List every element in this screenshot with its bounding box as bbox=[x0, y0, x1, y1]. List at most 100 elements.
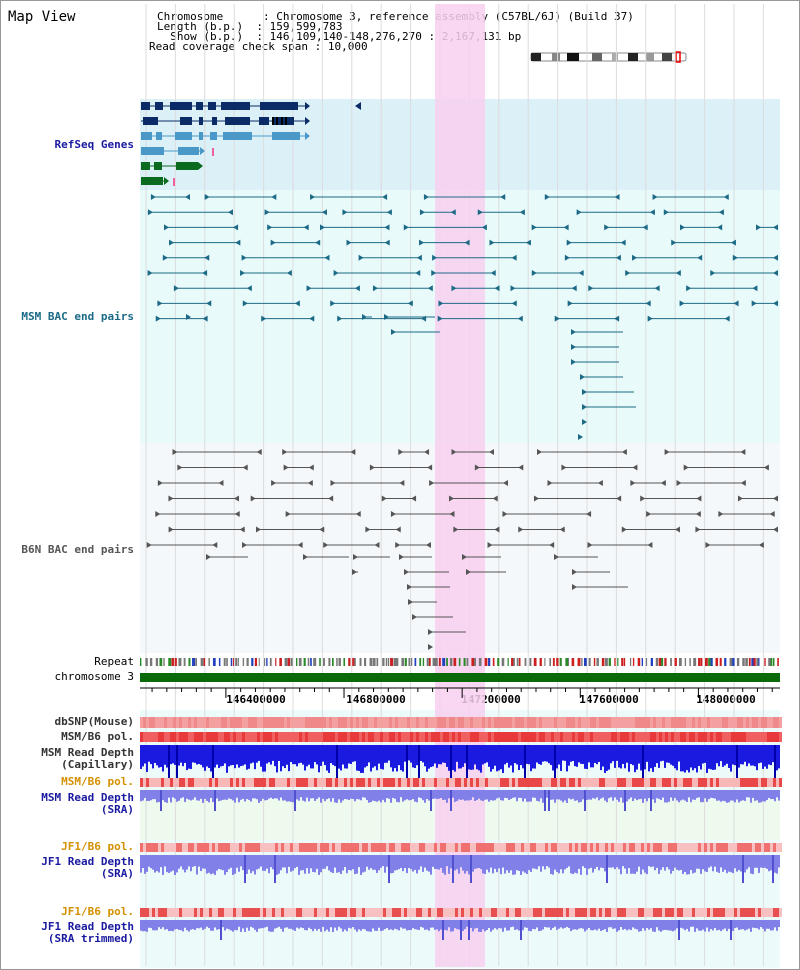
repeat-element bbox=[629, 658, 632, 666]
repeat-element bbox=[218, 658, 221, 666]
repeat-element bbox=[684, 658, 687, 666]
repeat-element bbox=[661, 658, 664, 666]
repeat-element bbox=[758, 658, 760, 666]
b6n-bac-pair bbox=[487, 542, 555, 548]
msm-bac-pair bbox=[663, 209, 724, 216]
bac-end-marker bbox=[294, 300, 300, 307]
b6n-bac-pair bbox=[157, 480, 224, 486]
b6n-bac-pair bbox=[547, 480, 603, 486]
bac-end-marker bbox=[415, 270, 421, 276]
bac-end-marker bbox=[206, 300, 212, 307]
track-label-jf1-b6-pol-1[interactable]: JF1/B6 pol. bbox=[61, 840, 134, 853]
bac-end-marker bbox=[597, 480, 603, 486]
repeat-element bbox=[596, 658, 599, 666]
bac-end-marker bbox=[683, 464, 689, 471]
track-label-msm-read-depth-capillary[interactable]: MSM Read Depth (Capillary) bbox=[41, 746, 134, 771]
track-label-msm-read-depth-sra[interactable]: MSM Read Depth (SRA) bbox=[41, 791, 134, 816]
b6n-bac-pair bbox=[146, 542, 218, 548]
b6n-bac-pair bbox=[621, 526, 680, 533]
bac-end-marker bbox=[588, 285, 594, 292]
bac-end-marker bbox=[675, 270, 681, 276]
bac-end-marker bbox=[350, 449, 356, 455]
b6n-bac-pair bbox=[407, 584, 450, 590]
exon bbox=[199, 117, 203, 125]
exon bbox=[175, 132, 192, 140]
repeat-element bbox=[359, 658, 362, 666]
bac-end-marker bbox=[549, 542, 555, 548]
exon bbox=[156, 132, 162, 140]
msm-bac-pair bbox=[267, 224, 309, 231]
msm-bac-pair bbox=[330, 300, 413, 307]
repeat-element bbox=[458, 658, 461, 666]
exon bbox=[155, 102, 163, 110]
bac-end-marker bbox=[582, 419, 587, 425]
track-label-msm-bac[interactable]: MSM BAC end pairs bbox=[21, 310, 134, 323]
repeat-element bbox=[710, 658, 713, 666]
msm-bac-pair bbox=[358, 254, 422, 261]
b6n-bac-pair bbox=[572, 584, 628, 590]
msm-bac-pair bbox=[580, 374, 623, 380]
track-label-jf1-read-depth-sra[interactable]: JF1 Read Depth (SRA) bbox=[41, 855, 134, 880]
bac-end-marker bbox=[407, 584, 412, 590]
msm-bac-pair bbox=[604, 224, 648, 231]
track-label-b6n-bac[interactable]: B6N BAC end pairs bbox=[21, 543, 134, 556]
repeat-element bbox=[488, 658, 491, 666]
bac-end-marker bbox=[432, 254, 438, 261]
bac-end-marker bbox=[323, 542, 329, 548]
msm-bac-pair bbox=[544, 194, 620, 200]
bac-end-marker bbox=[615, 254, 621, 261]
depth-spike bbox=[460, 920, 462, 940]
track-label-chromosome: chromosome 3 bbox=[54, 670, 134, 683]
bac-end-marker bbox=[664, 449, 670, 455]
chromosome-track bbox=[140, 673, 780, 682]
track-label-jf1-read-depth-trimmed[interactable]: JF1 Read Depth (SRA trimmed) bbox=[41, 920, 134, 945]
bac-end-marker bbox=[616, 495, 622, 502]
repeat-element bbox=[549, 658, 552, 666]
repeat-element bbox=[556, 658, 559, 666]
track-label-dbsnp[interactable]: dbSNP(Mouse) bbox=[54, 715, 134, 728]
depth-spike bbox=[274, 855, 276, 883]
chromosome-bar bbox=[140, 673, 780, 682]
track-label-msm-b6-pol-1[interactable]: MSM/B6 pol. bbox=[61, 730, 134, 743]
bac-end-marker bbox=[384, 224, 390, 231]
bac-end-marker bbox=[212, 542, 218, 548]
position-axis bbox=[140, 687, 780, 698]
track-label-refseq[interactable]: RefSeq Genes bbox=[54, 138, 134, 151]
repeat-element bbox=[518, 658, 521, 666]
bac-end-marker bbox=[695, 526, 701, 533]
repeat-element bbox=[264, 658, 266, 666]
b6n-bac-pair bbox=[168, 526, 245, 533]
repeat-element bbox=[230, 658, 233, 666]
repeat-element bbox=[223, 658, 226, 666]
msm-bac-pair bbox=[566, 239, 626, 246]
repeat-element bbox=[751, 658, 755, 666]
exon bbox=[141, 147, 164, 155]
bac-end-marker bbox=[419, 239, 425, 246]
bac-end-marker bbox=[427, 285, 433, 292]
bac-end-marker bbox=[571, 344, 576, 350]
track-label-msm-b6-pol-2[interactable]: MSM/B6 pol. bbox=[61, 775, 134, 788]
bac-end-marker bbox=[652, 194, 658, 200]
depth-spike bbox=[730, 920, 732, 940]
depth-spike bbox=[388, 855, 390, 883]
chromosome-ideogram[interactable] bbox=[530, 51, 687, 63]
exon bbox=[180, 117, 192, 125]
b6n-bac-pair bbox=[518, 526, 565, 533]
b6n-bac-pair bbox=[554, 554, 598, 560]
repeat-element bbox=[593, 658, 596, 666]
exon bbox=[141, 177, 163, 185]
bac-end-marker bbox=[233, 224, 239, 231]
repeat-element bbox=[298, 658, 302, 666]
b6n-bac-pair bbox=[168, 495, 239, 502]
repeat-element bbox=[192, 658, 195, 666]
track-label-jf1-b6-pol-2[interactable]: JF1/B6 pol. bbox=[61, 905, 134, 918]
bac-end-marker bbox=[621, 449, 627, 455]
msm-bac-pair bbox=[632, 254, 703, 261]
b6n-bac-pair bbox=[462, 554, 501, 560]
bac-end-marker bbox=[218, 480, 224, 486]
bac-end-marker bbox=[679, 300, 685, 307]
refseq-gene bbox=[141, 102, 310, 110]
msm-bac-pair bbox=[391, 329, 440, 335]
msm-bac-pair bbox=[270, 239, 321, 246]
